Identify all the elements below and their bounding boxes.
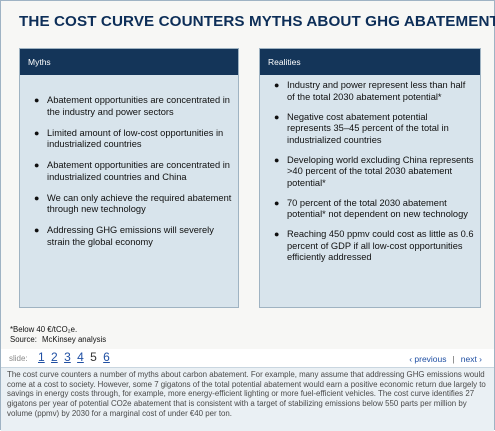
reality-item: ● 70 percent of the total 2030 abatement …	[274, 197, 468, 220]
myths-header: Myths	[20, 49, 238, 75]
page-link-6[interactable]: 6	[103, 350, 110, 364]
bullet-icon: ●	[34, 225, 40, 235]
myth-item: ● Abatement opportunities are concentrate…	[34, 95, 230, 117]
myth-item: ● We can only achieve the required abatem…	[34, 192, 232, 215]
footnote-text: *Below 40 €/tCO₂e.	[10, 325, 78, 334]
nav-separator: |	[452, 354, 455, 364]
reality-item: ● Industry and power represent less than …	[274, 80, 466, 102]
bullet-icon: ●	[34, 192, 40, 203]
bullet-icon: ●	[274, 229, 280, 239]
source-label: Source:	[10, 335, 37, 344]
bullet-icon: ●	[34, 95, 40, 105]
slide-area: THE COST CURVE COUNTERS MYTHS ABOUT GHG …	[1, 1, 495, 349]
reality-item: ● Reaching 450 ppmv could cost as little …	[274, 229, 474, 262]
prev-next: ‹ previous | next ›	[409, 354, 482, 364]
page-link-3[interactable]: 3	[64, 350, 71, 364]
myths-panel: Myths ● Abatement opportunities are conce…	[19, 48, 239, 308]
realities-header: Realities	[260, 49, 480, 75]
previous-link[interactable]: ‹ previous	[409, 354, 447, 364]
page-link-4[interactable]: 4	[77, 350, 84, 364]
bullet-icon: ●	[274, 111, 280, 122]
page-links: 1 2 3 4 5 6	[38, 350, 113, 364]
bullet-icon: ●	[274, 154, 280, 165]
slide-title: THE COST CURVE COUNTERS MYTHS ABOUT GHG …	[19, 13, 495, 30]
myths-list: ● Abatement opportunities are concentrate…	[20, 75, 238, 248]
page-link-1[interactable]: 1	[38, 350, 45, 364]
reality-item: ● Developing world excluding China repres…	[274, 154, 474, 188]
realities-list: ● Industry and power represent less than …	[260, 75, 480, 264]
bullet-icon: ●	[34, 127, 40, 138]
myth-item: ● Limited amount of low-cost opportunitie…	[34, 127, 224, 150]
slide-description: The cost curve counters a number of myth…	[1, 367, 494, 431]
slide-navigation: slide: 1 2 3 4 5 6 ‹ previous | next ›	[1, 350, 494, 367]
bullet-icon: ●	[34, 160, 40, 170]
source-line: Source: McKinsey analysis	[10, 335, 106, 345]
slide-label: slide:	[9, 354, 28, 363]
source-value: McKinsey analysis	[42, 335, 107, 344]
bullet-icon: ●	[274, 197, 280, 208]
myth-item: ● Addressing GHG emissions will severely …	[34, 225, 214, 247]
myth-item: ● Abatement opportunities are concentrate…	[34, 160, 230, 182]
reality-item: ● Negative cost abatement potential repre…	[274, 111, 449, 145]
bullet-icon: ●	[274, 80, 280, 90]
page-link-2[interactable]: 2	[51, 350, 58, 364]
next-link[interactable]: next ›	[460, 354, 482, 364]
page-current-5: 5	[90, 350, 97, 364]
realities-panel: Realities ● Industry and power represent …	[259, 48, 481, 308]
footnote: *Below 40 €/tCO₂e. Source: McKinsey analy…	[10, 325, 106, 345]
